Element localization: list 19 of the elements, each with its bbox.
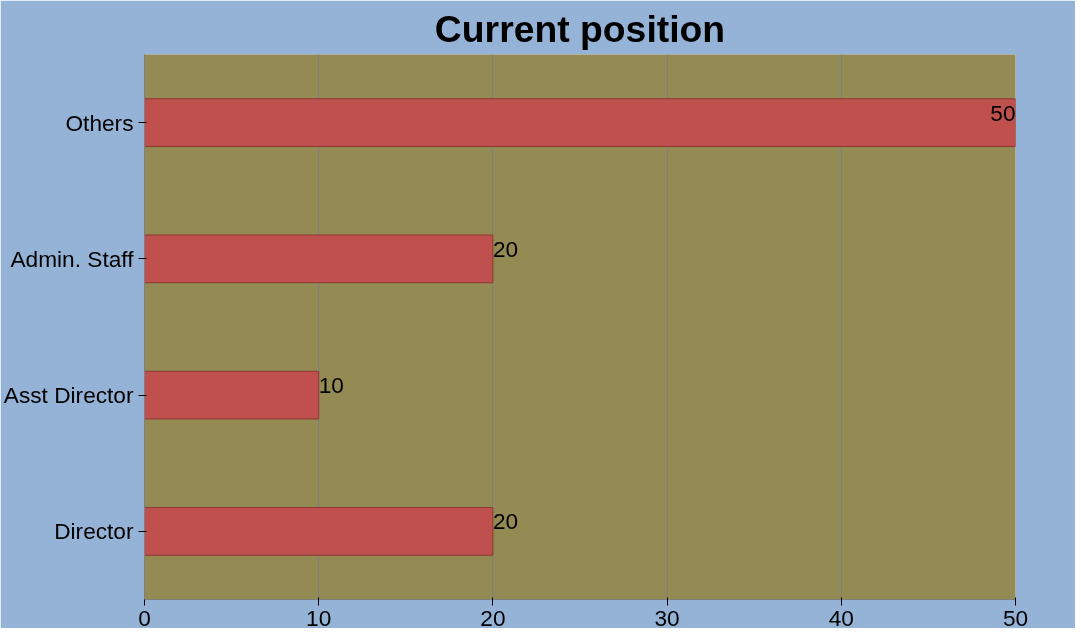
y-tick-label: Director [54,518,134,545]
bar [144,234,494,284]
x-tick-label: 40 [828,604,854,631]
bar [144,98,1016,147]
data-label: 50 [990,99,1016,126]
data-label: 20 [492,508,519,535]
x-tick-label: 10 [306,604,332,631]
bar [144,507,494,556]
chart-title: Current position [434,7,726,50]
x-tick-label: 0 [138,604,151,631]
y-tick-label: Asst Director [3,382,134,409]
x-tick-label: 20 [480,604,506,631]
x-tick-label: 50 [1002,604,1029,631]
data-label: 20 [492,235,519,262]
x-tick-label: 30 [654,604,680,631]
bar [144,370,320,420]
data-label: 10 [318,372,344,399]
y-tick-label: Others [65,109,134,136]
y-tick-label: Admin. Staff [10,245,135,272]
